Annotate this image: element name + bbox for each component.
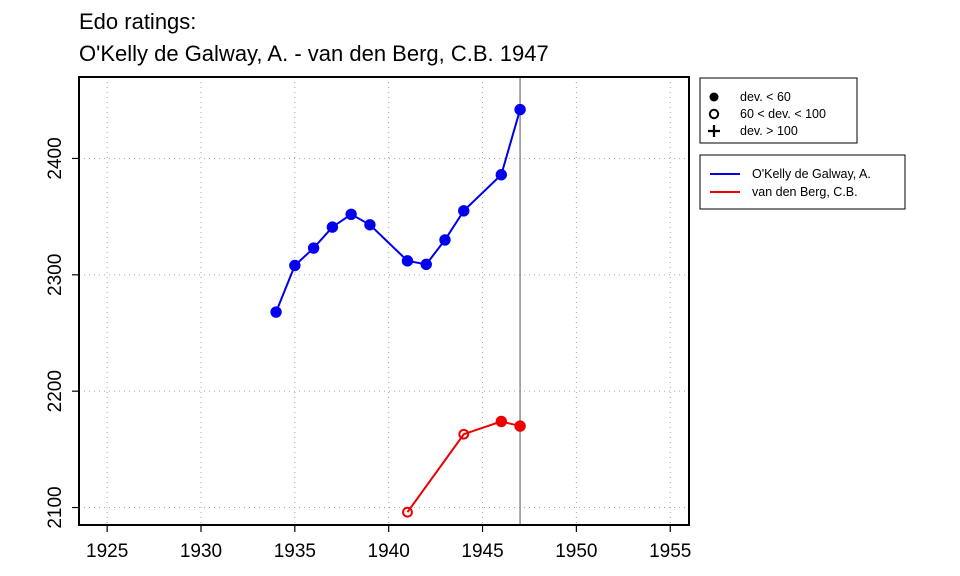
marker-legend: dev. < 60 60 < dev. < 100 dev. > 100 xyxy=(699,77,858,144)
series-legend: O'Kelly de Galway, A. van den Berg, C.B. xyxy=(699,154,906,210)
data-point-series-1 xyxy=(420,258,432,271)
data-point-series-1 xyxy=(439,234,451,246)
data-point-series-1 xyxy=(289,259,301,272)
y-tick-label: 2200 xyxy=(45,370,66,412)
x-tick-label: 1930 xyxy=(180,541,222,562)
marker-legend-box xyxy=(699,77,858,144)
x-tick-label: 1945 xyxy=(461,541,503,562)
legend-marker-label-1: dev. < 60 xyxy=(740,90,791,104)
series-legend-box xyxy=(699,154,906,210)
x-tick-label: 1940 xyxy=(368,541,410,562)
data-point-series-1 xyxy=(326,221,339,233)
x-tick-label: 1955 xyxy=(649,541,691,562)
data-point-series-1 xyxy=(514,103,526,116)
x-tick-label: 1925 xyxy=(86,541,128,562)
y-tick-label: 2400 xyxy=(45,137,66,179)
legend-marker-label-3: dev. > 100 xyxy=(740,124,798,138)
x-tick-label: 1950 xyxy=(555,541,597,562)
chart-title-line-2: O'Kelly de Galway, A. - van den Berg, C.… xyxy=(79,41,549,66)
data-point-series-1 xyxy=(345,208,357,221)
x-axis: 1925 1930 1935 1940 1945 1950 1955 xyxy=(86,525,691,562)
x-tick-label: 1935 xyxy=(274,541,316,562)
data-point-series-1 xyxy=(364,219,376,231)
data-point-series-2 xyxy=(458,428,470,440)
y-axis: 2100 2200 2300 2400 xyxy=(45,137,79,529)
legend-marker-label-2: 60 < dev. < 100 xyxy=(740,107,826,121)
data-point-series-1 xyxy=(307,242,320,254)
legend-series-1-label: O'Kelly de Galway, A. xyxy=(752,167,871,181)
legend-solid-marker xyxy=(709,92,719,102)
grid xyxy=(79,77,689,525)
plot-series xyxy=(270,103,526,518)
series-line-1 xyxy=(275,109,522,313)
y-tick-label: 2100 xyxy=(45,486,66,528)
data-point-series-1 xyxy=(495,169,508,181)
legend-series-2-label: van den Berg, C.B. xyxy=(752,185,858,199)
y-tick-label: 2300 xyxy=(45,254,66,296)
data-point-series-2 xyxy=(495,415,508,428)
chart-title-line-1: Edo ratings: xyxy=(79,9,196,34)
plot-frame xyxy=(78,76,690,526)
legend-plus-marker xyxy=(708,125,720,137)
series-line-2 xyxy=(406,420,521,513)
data-point-series-2 xyxy=(402,506,413,518)
data-point-series-1 xyxy=(270,306,282,318)
legend-open-marker xyxy=(708,108,720,120)
data-point-series-1 xyxy=(401,255,414,267)
data-point-series-1 xyxy=(458,205,470,217)
data-point-series-2 xyxy=(514,420,526,432)
